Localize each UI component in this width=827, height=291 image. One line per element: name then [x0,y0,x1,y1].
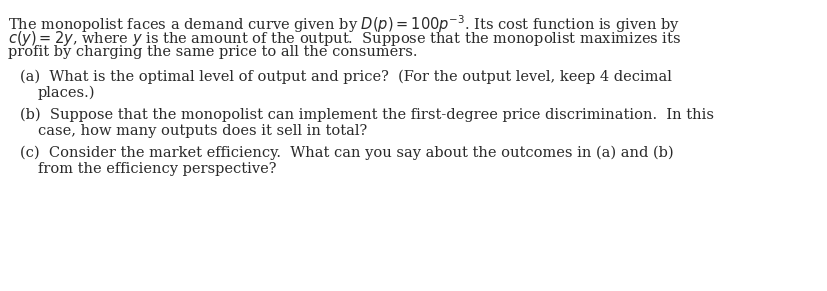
Text: $c(y) = 2y$, where $y$ is the amount of the output.  Suppose that the monopolist: $c(y) = 2y$, where $y$ is the amount of … [8,29,681,48]
Text: (c)  Consider the market efficiency.  What can you say about the outcomes in (a): (c) Consider the market efficiency. What… [20,146,673,160]
Text: (b)  Suppose that the monopolist can implement the first-degree price discrimina: (b) Suppose that the monopolist can impl… [20,108,713,123]
Text: case, how many outputs does it sell in total?: case, how many outputs does it sell in t… [38,124,367,138]
Text: places.): places.) [38,86,95,100]
Text: profit by charging the same price to all the consumers.: profit by charging the same price to all… [8,45,417,59]
Text: (a)  What is the optimal level of output and price?  (For the output level, keep: (a) What is the optimal level of output … [20,70,671,84]
Text: from the efficiency perspective?: from the efficiency perspective? [38,162,276,176]
Text: The monopolist faces a demand curve given by $D(p) = 100p^{-3}$. Its cost functi: The monopolist faces a demand curve give… [8,13,679,35]
